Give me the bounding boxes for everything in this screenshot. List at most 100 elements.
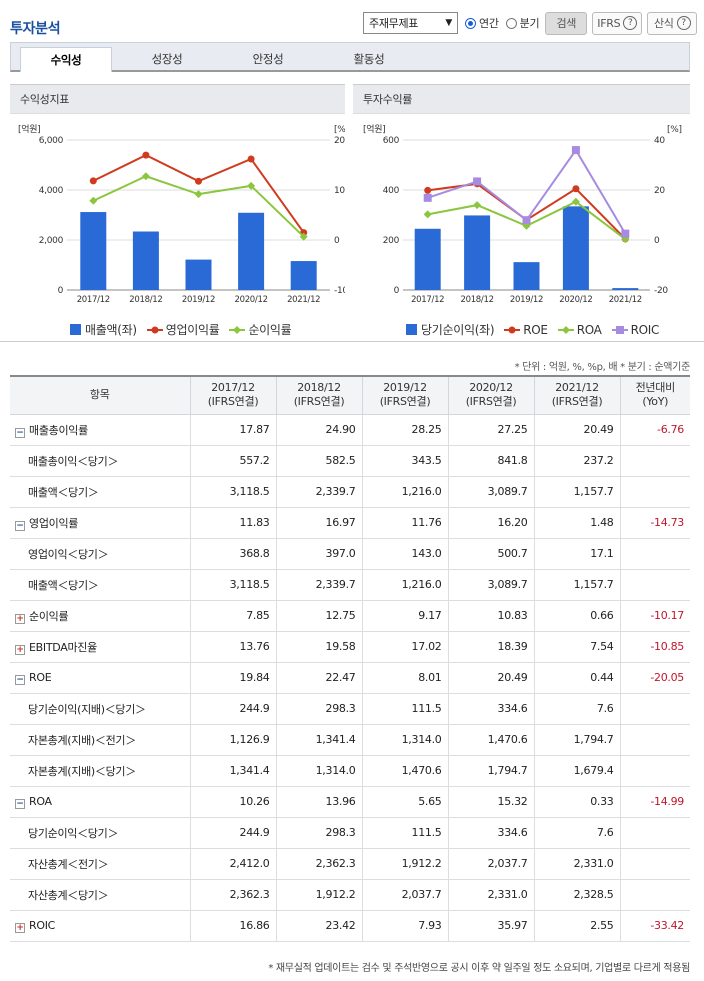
legend-roa[interactable]: ROA (557, 323, 602, 337)
table-cell: 17.1 (534, 538, 621, 570)
bar-2019/12[interactable] (513, 262, 540, 290)
expand-icon[interactable]: + (15, 644, 25, 655)
tab-stability[interactable]: 안정성 (252, 52, 284, 66)
legend-roe[interactable]: ROE (504, 323, 548, 337)
table-cell: 23.42 (276, 910, 363, 942)
bar-2020/12[interactable] (562, 206, 589, 290)
point-영업이익률-2018/12[interactable] (142, 151, 150, 159)
table-cell: 7.93 (362, 910, 449, 942)
collapse-icon[interactable]: − (15, 520, 25, 531)
row-label[interactable]: + ROIC (10, 910, 191, 942)
left-chart-legend: 매출액(좌) 영업이익률 순이익률 (70, 321, 301, 338)
row-label-text: 자본총계(지배)＜당기＞ (28, 764, 136, 778)
expand-icon[interactable]: + (15, 922, 25, 933)
bar-2020/12[interactable] (238, 212, 265, 290)
footer-note: * 재무실적 업데이트는 검수 및 주석반영으로 공시 이후 약 일주일 정도 … (268, 963, 690, 974)
table-cell: 9.17 (362, 600, 449, 632)
bar-2018/12[interactable] (132, 231, 159, 290)
legend-line-swatch (146, 326, 163, 333)
radio-quarter[interactable]: 분기 (505, 15, 540, 31)
table-cell: 1,470.6 (362, 755, 449, 787)
point-ROIC-2018/12[interactable] (473, 177, 482, 186)
point-ROE-2017/12[interactable] (424, 186, 432, 194)
table-cell: 2,331.0 (534, 848, 621, 880)
x-tick-label: 2020/12 (559, 295, 592, 305)
legend-label: 순이익률 (248, 323, 292, 337)
yoy-cell (620, 538, 690, 570)
row-label[interactable]: − 매출총이익률 (10, 414, 191, 446)
collapse-icon[interactable]: − (15, 798, 25, 809)
bar-2017/12[interactable] (80, 212, 107, 290)
table-cell: 334.6 (448, 693, 535, 725)
row-label-text: ROA (29, 794, 52, 808)
table-cell: 13.76 (190, 631, 277, 663)
table-cell: 17.02 (362, 631, 449, 663)
row-label[interactable]: − 영업이익률 (10, 507, 191, 539)
tab-activity[interactable]: 활동성 (353, 52, 385, 66)
table-cell: 7.6 (534, 817, 621, 849)
yoy-cell (620, 445, 690, 477)
table-cell: 1,157.7 (534, 569, 621, 601)
expand-icon[interactable]: + (15, 613, 25, 624)
legend-label: 당기순이익(좌) (421, 323, 495, 337)
point-순이익률-2020/12[interactable] (247, 181, 256, 190)
table-row: − 영업이익률 11.83 16.97 11.76 16.20 1.48 -14.73 (10, 507, 690, 539)
bar-2017/12[interactable] (414, 228, 441, 290)
row-label: 매출총이익＜당기＞ (10, 445, 191, 477)
bar-2018/12[interactable] (464, 215, 491, 290)
collapse-icon[interactable]: − (15, 674, 25, 685)
table-row: + 순이익률 7.85 12.75 9.17 10.83 0.66 -10.17 (10, 600, 690, 632)
point-ROIC-2020/12[interactable] (571, 146, 580, 155)
table-cell: 3,118.5 (190, 476, 277, 508)
point-순이익률-2017/12[interactable] (89, 196, 98, 205)
profitability-table: 항목 2017/12 (IFRS연결) 2018/12 (IFRS연결) 2019/… (10, 375, 690, 942)
point-ROIC-2017/12[interactable] (423, 193, 432, 202)
search-button[interactable]: 검색 (545, 11, 588, 35)
legend-sales[interactable]: 매출액(좌) (70, 321, 137, 338)
point-영업이익률-2019/12[interactable] (195, 177, 202, 185)
point-순이익률-2018/12[interactable] (141, 172, 150, 181)
point-순이익률-2021/12[interactable] (299, 232, 308, 241)
x-tick-label: 2017/12 (411, 295, 444, 305)
point-ROA-2018/12[interactable] (473, 201, 482, 210)
table-cell: 1,216.0 (362, 569, 449, 601)
tab-growth[interactable]: 성장성 (151, 52, 183, 66)
bar-2021/12[interactable] (290, 261, 317, 290)
bar-2019/12[interactable] (185, 259, 212, 290)
row-label-text: 자본총계(지배)＜전기＞ (28, 733, 136, 747)
table-cell: 20.49 (448, 662, 535, 694)
radio-annual[interactable]: 연간 (465, 15, 499, 31)
row-label[interactable]: + EBITDA마진율 (10, 631, 191, 663)
point-ROE-2020/12[interactable] (572, 185, 580, 193)
table-cell: 2,362.3 (276, 848, 363, 880)
formula-help-button[interactable]: 산식? (647, 11, 698, 35)
row-label-text: 매출액＜당기＞ (28, 485, 99, 499)
question-icon: ? (623, 16, 638, 30)
tab-profitability[interactable]: 수익성 (20, 47, 112, 72)
table-header-row: 항목 2017/12 (IFRS연결) 2018/12 (IFRS연결) 2019/… (10, 375, 690, 415)
point-영업이익률-2017/12[interactable] (89, 177, 97, 185)
legend-net-income[interactable]: 당기순이익(좌) (406, 321, 495, 338)
point-순이익률-2019/12[interactable] (194, 190, 203, 199)
table-cell: 1,912.2 (362, 848, 449, 880)
table-cell: 1,794.7 (448, 755, 535, 787)
legend-operating-margin[interactable]: 영업이익률 (146, 321, 220, 338)
y-left-tick: 2,000 (39, 236, 64, 246)
row-label[interactable]: − ROE (10, 662, 191, 694)
ifrs-help-button[interactable]: IFRS? (592, 11, 643, 35)
point-ROIC-2021/12[interactable] (621, 229, 630, 238)
header-basis-label: (IFRS연결) (379, 395, 431, 409)
point-ROIC-2019/12[interactable] (522, 216, 531, 225)
yoy-cell (620, 755, 690, 787)
row-label[interactable]: + 순이익률 (10, 600, 191, 632)
row-label[interactable]: − ROA (10, 786, 191, 818)
bar-2021/12[interactable] (612, 288, 639, 290)
point-ROA-2020/12[interactable] (571, 197, 580, 206)
legend-roic[interactable]: ROIC (611, 323, 659, 337)
report-type-select[interactable]: 주재무제표 ▼ (363, 12, 458, 34)
collapse-icon[interactable]: − (15, 427, 25, 438)
point-영업이익률-2020/12[interactable] (247, 155, 255, 163)
table-cell: 2,037.7 (448, 848, 535, 880)
legend-net-margin[interactable]: 순이익률 (229, 321, 292, 338)
point-ROA-2017/12[interactable] (423, 210, 432, 219)
